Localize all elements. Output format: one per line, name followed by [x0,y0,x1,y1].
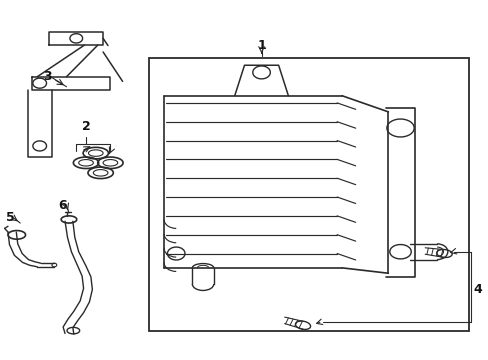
Text: 5: 5 [6,211,15,224]
Text: 6: 6 [58,199,67,212]
Text: 2: 2 [81,120,90,133]
Text: 3: 3 [42,69,51,82]
Bar [149,58,468,330]
Text: 4: 4 [472,283,481,296]
Text: 1: 1 [257,39,265,52]
